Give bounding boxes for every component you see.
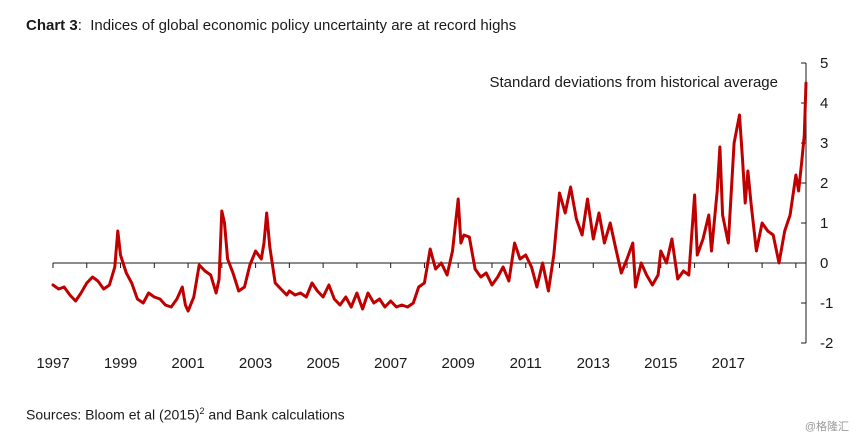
y-tick-label: -2: [820, 335, 833, 352]
source-suffix: and Bank calculations: [204, 406, 345, 423]
source-prefix: Sources: Bloom et al (2015): [26, 406, 200, 423]
title-separator: :: [77, 17, 82, 34]
x-tick-label: 2017: [712, 355, 745, 372]
y-tick-label: 4: [820, 95, 828, 112]
y-tick-label: -1: [820, 295, 833, 312]
watermark: @格隆汇: [804, 421, 849, 433]
x-tick-label: 2013: [577, 355, 610, 372]
series-group: [51, 81, 808, 313]
x-tick-label: 2007: [374, 355, 407, 372]
series-line: [51, 81, 808, 313]
chart-title-text: Indices of global economic policy uncert…: [90, 17, 517, 34]
x-tick-label: 2001: [171, 355, 204, 372]
chart-annotation: Standard deviations from historical aver…: [490, 74, 779, 91]
chart-number: Chart 3: [26, 17, 78, 34]
y-tick-label: 2: [820, 175, 828, 192]
source-superscript: 2: [199, 406, 205, 416]
x-tick-label: 2015: [644, 355, 677, 372]
x-tick-label: 2009: [442, 355, 475, 372]
y-tick-label: 1: [820, 215, 828, 232]
y-tick-label: 3: [820, 135, 828, 152]
y-tick-label: 0: [820, 255, 828, 272]
x-tick-label: 1999: [104, 355, 137, 372]
x-tick-label: 2011: [510, 355, 542, 372]
x-tick-label: 1997: [36, 355, 69, 372]
chart-title: Chart 3: Indices of global economic poli…: [26, 17, 516, 34]
source-note: Sources: Bloom et al (2015)2 and Bank ca…: [26, 406, 345, 423]
axes: 5 4 3 2 1 0 -1 -2 1997 1999 2001 2003 2005 2007 2009 20…: [36, 55, 833, 372]
x-tick-label: 2005: [306, 355, 339, 372]
x-tick-label: 2003: [239, 355, 272, 372]
y-tick-label: 5: [820, 55, 828, 72]
